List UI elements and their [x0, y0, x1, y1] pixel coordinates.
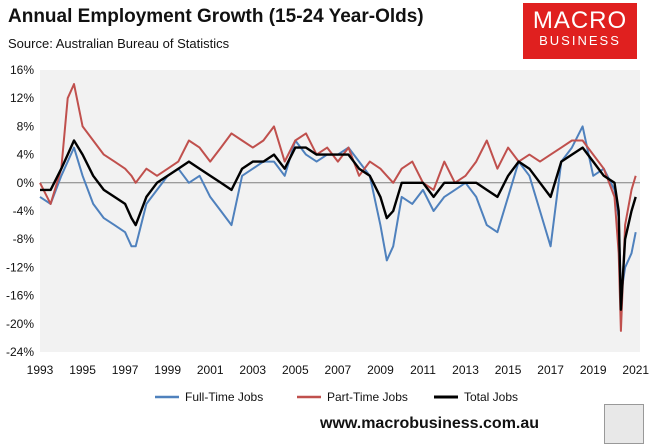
x-tick-label: 2011 — [410, 363, 436, 377]
wolf-mascot-icon — [604, 404, 644, 444]
logo-line-2: BUSINESS — [539, 33, 621, 48]
x-tick-label: 2005 — [282, 363, 309, 377]
x-tick-label: 1997 — [112, 363, 139, 377]
y-tick-label: -4% — [13, 204, 35, 218]
y-tick-label: -20% — [6, 317, 34, 331]
x-tick-label: 2017 — [537, 363, 564, 377]
legend-label: Full-Time Jobs — [185, 390, 263, 404]
y-tick-label: 4% — [17, 148, 35, 162]
y-tick-label: 8% — [17, 119, 35, 133]
y-tick-label: 16% — [10, 63, 34, 77]
chart-title: Annual Employment Growth (15-24 Year-Old… — [8, 6, 424, 27]
x-tick-label: 1993 — [27, 363, 54, 377]
y-tick-label: 12% — [10, 91, 34, 105]
series-line — [40, 139, 637, 311]
x-tick-label: 2015 — [495, 363, 522, 377]
plot-area — [40, 70, 640, 352]
y-tick-label: -12% — [6, 260, 34, 274]
x-tick-label: 2003 — [239, 363, 266, 377]
x-tick-label: 2019 — [580, 363, 607, 377]
x-tick-label: 2013 — [452, 363, 479, 377]
x-tick-label: 2001 — [197, 363, 224, 377]
y-tick-label: -8% — [13, 232, 35, 246]
legend-label: Part-Time Jobs — [327, 390, 408, 404]
y-tick-label: -16% — [6, 289, 34, 303]
chart-source: Source: Australian Bureau of Statistics — [8, 36, 230, 51]
x-tick-label: 1995 — [69, 363, 96, 377]
x-tick-label: 2009 — [367, 363, 394, 377]
logo-line-1: MACRO — [532, 7, 628, 34]
series-line — [39, 83, 637, 332]
x-tick-label: 1999 — [154, 363, 181, 377]
y-tick-label: 0% — [17, 176, 35, 190]
macrobusiness-logo: MACRO BUSINESS — [523, 3, 637, 59]
footer-url: www.macrobusiness.com.au — [320, 415, 540, 432]
y-tick-label: -24% — [6, 345, 34, 359]
x-tick-label: 2021 — [622, 363, 649, 377]
legend-label: Total Jobs — [464, 390, 518, 404]
x-tick-label: 2007 — [325, 363, 352, 377]
